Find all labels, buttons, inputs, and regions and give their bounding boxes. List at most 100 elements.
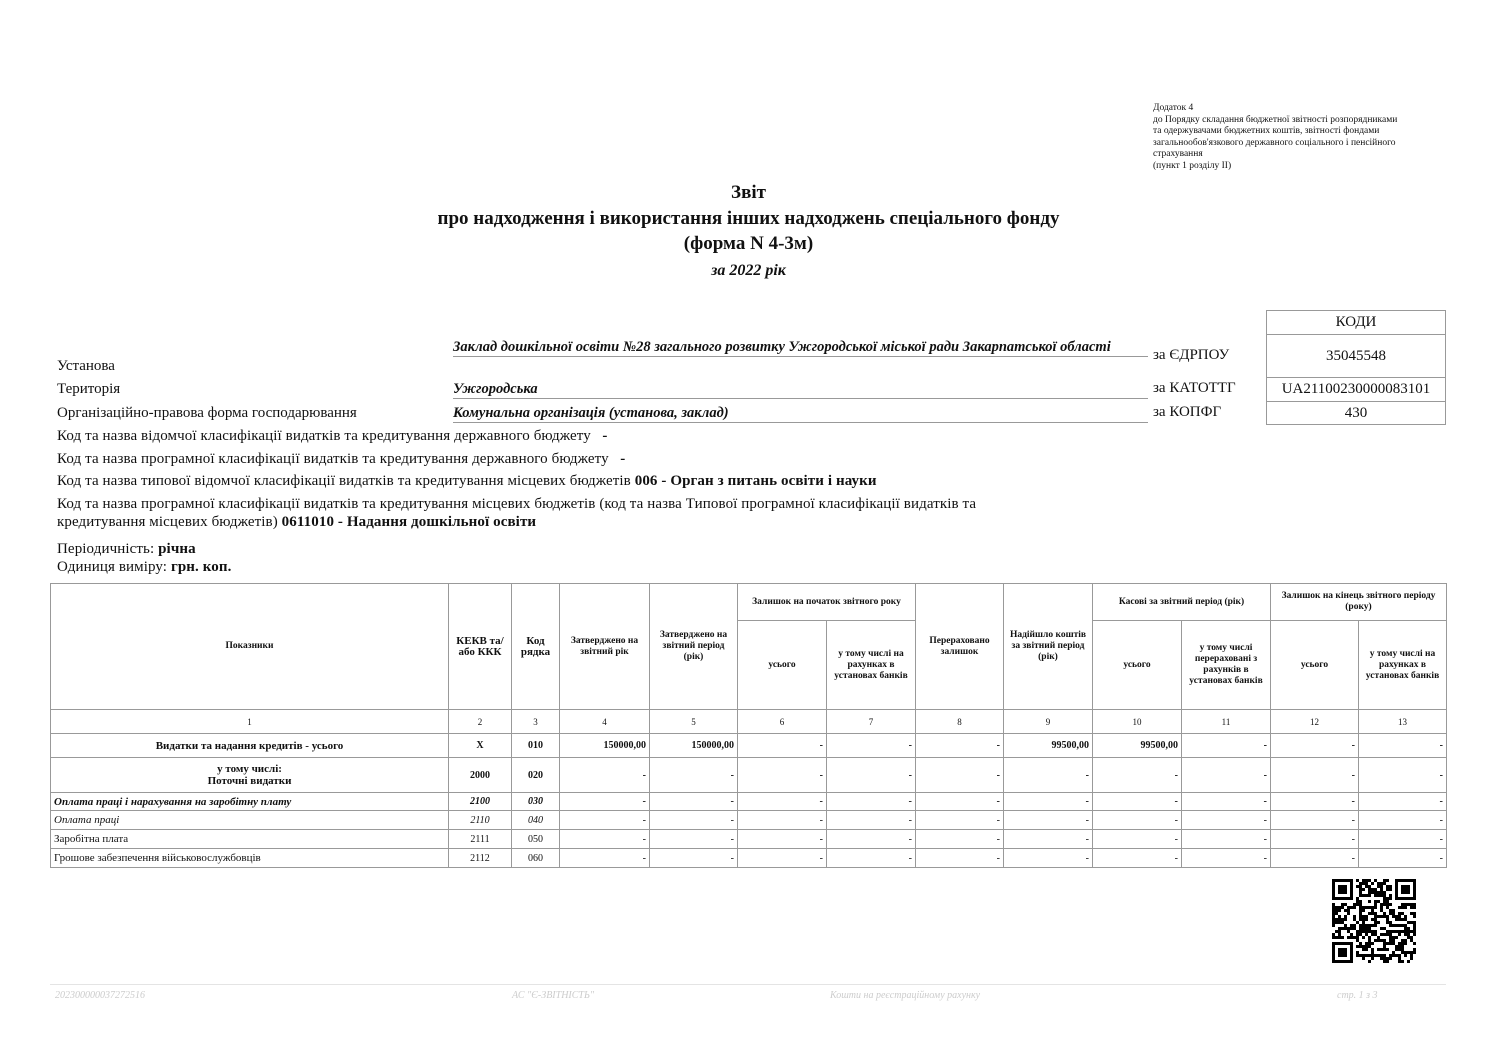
classif-value: -: [620, 451, 626, 467]
header-cash: Касові за звітний період (рік): [1092, 583, 1271, 621]
classif-1: Код та назва відомчої класифікації видат…: [57, 428, 607, 445]
header-end-total: усього: [1270, 620, 1359, 710]
table-cell: -: [1270, 829, 1359, 849]
table-cell: -: [915, 829, 1004, 849]
table-cell: -: [649, 792, 738, 811]
row-name-text: Заробітна плата: [54, 833, 129, 845]
row-name: Видатки та надання кредитів - усього: [50, 733, 449, 758]
edrpou-code: 35045548: [1266, 334, 1446, 378]
row-code: 050: [511, 829, 560, 849]
table-cell: -: [559, 848, 650, 868]
column-number: 4: [559, 709, 650, 734]
row-kekv: 2111: [448, 829, 512, 849]
appendix-line: та одержувачами бюджетних коштів, звітно…: [1153, 126, 1380, 136]
table-cell: -: [826, 757, 916, 793]
table-cell: -: [737, 810, 827, 830]
header-row-code: Код рядка: [511, 583, 560, 710]
row-kekv: X: [448, 733, 512, 758]
form-number: (форма N 4-3м): [683, 233, 814, 254]
table-cell: -: [559, 810, 650, 830]
katottg-label: за КАТОТТГ: [1153, 380, 1236, 396]
period: за 2022 рік: [711, 262, 786, 279]
table-cell: -: [915, 733, 1004, 758]
classif-label: кредитування місцевих бюджетів): [57, 514, 278, 530]
column-number: 1: [50, 709, 449, 734]
table-cell: -: [1003, 829, 1093, 849]
row-name: Оплата праці: [50, 810, 449, 830]
table-cell: -: [737, 829, 827, 849]
table-cell: -: [1181, 792, 1271, 811]
row-name-text: Грошове забезпечення військовослужбовців: [54, 852, 261, 864]
column-number: 10: [1092, 709, 1182, 734]
table-cell: -: [915, 792, 1004, 811]
table-cell: -: [826, 733, 916, 758]
institution-label: Установа: [57, 358, 115, 374]
table-cell: -: [1003, 810, 1093, 830]
table-cell: -: [826, 810, 916, 830]
row-name: у тому числі: Поточні видатки: [50, 757, 449, 793]
column-number: 2: [448, 709, 512, 734]
header-start-banks: у тому числі на рахунках в установах бан…: [826, 620, 916, 710]
table-row: Грошове забезпечення військовослужбовців…: [50, 848, 1447, 868]
table-cell: -: [737, 757, 827, 793]
classif-label: Код та назва відомчої класифікації видат…: [57, 428, 591, 444]
table-row: у тому числі: Поточні видатки 2000 020- - - - -…: [50, 757, 1447, 793]
table-cell: -: [1270, 792, 1359, 811]
table-cell: -: [1181, 829, 1271, 849]
kopfg-label: за КОПФГ: [1153, 404, 1222, 420]
header-received: Надійшло коштів за звітний період (рік): [1003, 583, 1093, 710]
subtitle: про надходження і використання інших над…: [437, 208, 1060, 229]
column-number: 11: [1181, 709, 1271, 734]
unit-value: грн. коп.: [170, 559, 232, 575]
classif-value: 0611010 - Надання дошкільної освіти: [281, 514, 537, 530]
row-name-text: Оплата праці: [54, 814, 120, 826]
row-code: 020: [511, 757, 560, 793]
classif-3: Код та назва типової відомчої класифікац…: [57, 473, 877, 490]
column-number: 7: [826, 709, 916, 734]
header-indicators: Показники: [50, 583, 449, 710]
header-approved-period: Затверджено на звітний період (рік): [649, 583, 738, 710]
row-kekv: 2112: [448, 848, 512, 868]
table-cell: -: [915, 757, 1004, 793]
table-cell: -: [559, 829, 650, 849]
table-cell: -: [826, 792, 916, 811]
table-cell: -: [1181, 848, 1271, 868]
territory-value: Ужгородська: [453, 381, 1148, 399]
table-row: Видатки та надання кредитів - усього X 010…: [50, 733, 1447, 758]
table-cell: -: [1003, 848, 1093, 868]
classif-label: Код та назва програмної класифікації вид…: [57, 451, 609, 467]
table-cell: -: [649, 848, 738, 868]
header-balance-end: Залишок на кінець звітного періоду (року…: [1270, 583, 1447, 621]
table-cell: -: [1092, 829, 1182, 849]
table-cell: -: [826, 848, 916, 868]
table-cell: -: [826, 829, 916, 849]
row-name-text: Поточні видатки: [207, 775, 292, 787]
column-number: 8: [915, 709, 1004, 734]
classif-4a: Код та назва програмної класифікації вид…: [57, 496, 977, 512]
unit: Одиниця виміру: грн. коп.: [57, 559, 231, 576]
table-cell: -: [1092, 810, 1182, 830]
row-name: Грошове забезпечення військовослужбовців: [50, 848, 449, 868]
codes-header: КОДИ: [1266, 310, 1446, 335]
table-cell: -: [915, 810, 1004, 830]
katottg-code: UA21100230000083101: [1266, 377, 1446, 402]
codes-table: КОДИ 35045548 UA21100230000083101 430: [1266, 310, 1446, 425]
kopfg-code: 430: [1266, 401, 1446, 425]
classif-label: Код та назва типової відомчої класифікац…: [57, 473, 631, 489]
table-row: Заробітна плата 2111 050- - - - - - - - - -: [50, 829, 1447, 849]
table-cell: -: [1092, 757, 1182, 793]
report-table: Показники КЕКВ та/або ККК Код рядка Затв…: [50, 583, 1447, 868]
row-code: 060: [511, 848, 560, 868]
header-balance-start: Залишок на початок звітного року: [737, 583, 916, 621]
table-cell: -: [1270, 733, 1359, 758]
table-cell: 99500,00: [1003, 733, 1093, 758]
table-cell: -: [1358, 757, 1447, 793]
column-number: 5: [649, 709, 738, 734]
appendix-line: страхування: [1153, 149, 1203, 159]
table-cell: -: [1181, 757, 1271, 793]
row-name: Оплата праці і нарахування на заробітну …: [50, 792, 449, 811]
header-cash-total: усього: [1092, 620, 1182, 710]
row-name-text: Видатки та надання кредитів - усього: [155, 739, 344, 752]
territory-label: Територія: [57, 381, 121, 397]
table-cell: -: [1358, 848, 1447, 868]
